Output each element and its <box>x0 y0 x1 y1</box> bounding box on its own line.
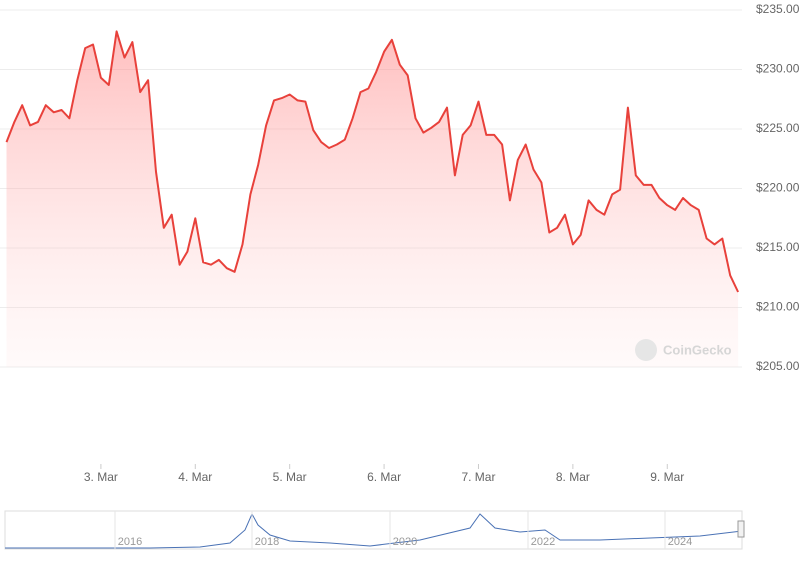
x-tick-label: 4. Mar <box>178 470 212 484</box>
navigator-label: 2022 <box>531 536 555 548</box>
navigator-label: 2024 <box>668 536 692 548</box>
plot <box>5 30 740 368</box>
price-line <box>5 30 740 293</box>
x-tick-label: 7. Mar <box>461 470 495 484</box>
navigator-label: 2020 <box>393 536 417 548</box>
y-tick-label: $220.00 <box>756 181 800 195</box>
navigator-handle[interactable] <box>737 520 745 538</box>
navigator-frame <box>4 510 743 550</box>
navigator-labels: 2016 2018 2020 2022 2024 <box>114 511 692 549</box>
x-tick-label: 5. Mar <box>273 470 307 484</box>
y-tick-label: $215.00 <box>756 240 800 254</box>
y-tick-label: $235.00 <box>756 2 800 16</box>
x-tick-label: 6. Mar <box>367 470 401 484</box>
price-area <box>6 31 739 368</box>
navigator-line <box>5 512 743 549</box>
navigator <box>4 510 745 550</box>
watermark-logo <box>635 339 657 361</box>
x-tick-label: 3. Mar <box>84 470 118 484</box>
y-tick-label: $205.00 <box>756 359 800 373</box>
x-tick-label: 8. Mar <box>556 470 590 484</box>
y-tick-label: $210.00 <box>756 300 800 314</box>
x-tick-label: 9. Mar <box>650 470 684 484</box>
navigator-label: 2016 <box>118 536 142 548</box>
y-tick-label: $230.00 <box>756 62 800 76</box>
y-tick-label: $225.00 <box>756 121 800 135</box>
navigator-label: 2018 <box>255 536 279 548</box>
watermark-text: CoinGecko <box>663 342 732 357</box>
watermark: CoinGecko <box>635 339 732 361</box>
